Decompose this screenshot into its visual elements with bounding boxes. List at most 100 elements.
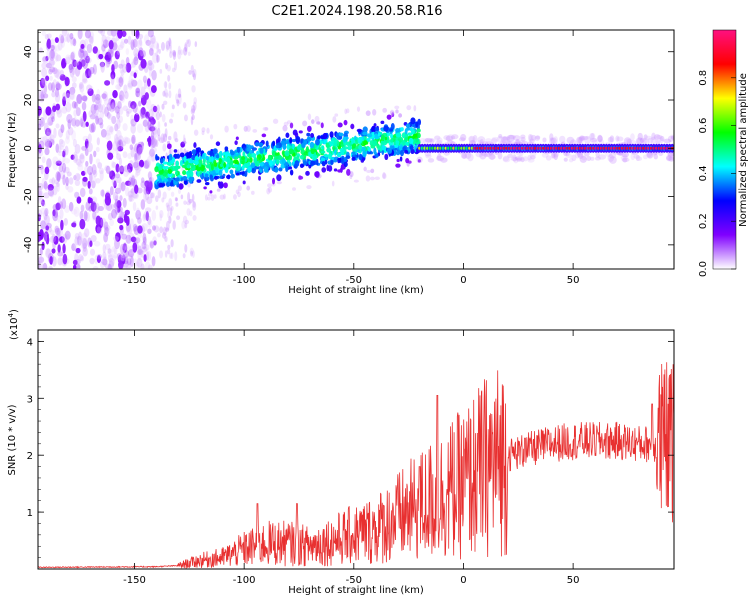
spectrogram-cell [138,47,144,56]
spectrogram-cell [143,191,147,203]
spectrogram-cell [151,155,156,162]
spectrogram-cell [145,39,152,46]
spectrogram-cell [57,196,62,204]
spectrogram-cell [60,219,64,231]
spectrogram-cell [190,116,194,126]
spectrogram-cell [53,235,59,245]
spectrogram-cell [162,172,167,177]
spectrogram-cell [111,246,117,253]
spectrogram-x-tick-label: -50 [346,275,362,286]
spectrogram-cell [396,158,400,163]
spectrogram-cell [117,77,124,83]
spectrogram-cell [39,136,46,143]
spectrogram-cell [91,164,97,176]
spectrogram-cell [57,251,64,257]
spectrogram-cell [366,137,371,142]
spectrogram-cell [85,121,89,127]
spectrogram-cell [165,202,169,208]
spectrogram-cell [137,146,143,156]
spectrogram-cell [166,248,171,255]
spectrogram-cell [583,135,592,144]
spectrogram-cell [578,135,586,142]
spectrogram-cell [196,179,202,183]
spectrogram-cell [108,257,115,268]
spectrogram-cell [121,254,126,265]
spectrogram-cell [126,261,132,269]
spectrogram-cell [168,215,172,224]
spectrogram-cell [116,48,121,55]
spectrogram-cell [352,148,358,152]
spectrogram-cell [513,156,519,164]
spectrogram-cell [345,155,351,160]
spectrogram-cell [119,67,124,74]
spectrogram-cell [550,153,557,159]
spectrogram-cell [144,159,151,169]
spectrogram-cell [45,55,49,62]
spectrogram-cell [143,254,147,262]
spectrogram-cell [650,136,657,144]
spectrogram-cell [119,195,123,202]
spectrogram-cell [177,93,182,98]
spectrogram-cell [496,136,505,143]
spectrogram-cell [274,166,279,173]
spectrogram-cell [233,194,237,200]
spectrogram-cell [98,104,104,113]
spectrogram-cell [292,187,296,191]
spectrogram-cell [66,113,73,124]
spectrogram-cell [179,183,183,190]
spectrogram-cell [131,61,136,68]
spectrogram-cell [237,164,241,171]
spectrogram-cell [51,233,57,243]
spectrogram-cell [63,218,69,226]
spectrogram-cell [412,138,416,145]
spectrogram-cell [140,141,145,151]
spectrogram-cell [159,111,162,118]
spectrogram-cell [258,142,264,148]
spectrogram-cell [111,204,115,210]
spectrogram-cell [642,137,647,145]
spectrogram-cell [106,30,114,37]
spectrogram-cell [302,120,308,127]
spectrogram-cell [55,45,61,52]
spectrogram-cell [517,154,524,162]
spectrogram-cell [172,220,176,230]
spectrogram-cell [63,218,68,226]
spectrogram-cell [110,74,115,86]
spectrogram-cell [55,83,62,91]
spectrogram-cell [356,106,361,112]
spectrogram-cell [89,31,95,40]
spectrogram-cell [483,153,488,158]
colorbar-tick-label: 0.4 [698,165,709,181]
spectrogram-cell [137,245,142,255]
spectrogram-cell [111,160,115,169]
spectrogram-cell [576,151,584,158]
spectrogram-cell [281,158,286,165]
spectrogram-cell [150,130,155,140]
spectrogram-cell [98,167,105,175]
spectrogram-cell [276,174,282,182]
spectrogram-cell [204,173,209,178]
spectrogram-cell [272,150,277,158]
spectrogram-cell [142,214,147,222]
spectrogram-cell [40,207,47,215]
spectrogram-cell [192,215,197,221]
spectrogram-cell [616,136,624,142]
spectrogram-cell [49,57,55,69]
spectrogram-cell [76,235,82,246]
spectrogram-cell [71,82,77,89]
spectrogram-cell [307,137,312,142]
spectrogram-cell [271,182,276,187]
spectrogram-cell [187,51,191,56]
spectrogram-cell [191,70,195,78]
spectrogram-cell [73,238,78,249]
spectrogram-cell [150,152,156,163]
snr-y-tick-label: 4 [27,337,33,348]
spectrogram-cell [130,236,137,243]
spectrogram-cell [160,158,164,164]
spectrogram-cell [289,137,293,144]
colorbar-label: Normalized spectral amplitude [738,73,749,227]
spectrogram-cell [284,155,290,161]
spectrogram-cell [141,223,148,232]
snr-panel: -150 -100 -50 0 50 1 2 3 4 Height of straight l… [7,309,675,596]
spectrogram-cell [89,240,93,247]
